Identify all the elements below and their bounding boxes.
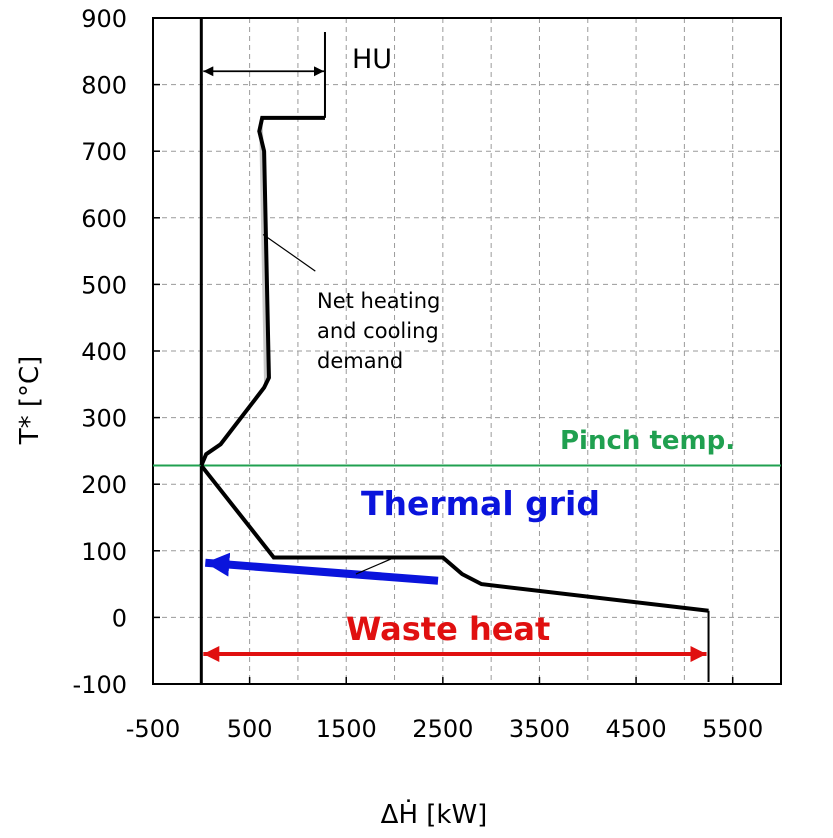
annotation-leaders [262,233,395,575]
thermal-grid-arrow [204,552,439,585]
grid [153,18,781,684]
curve-below-pinch [199,464,709,613]
y-tick-label: 600 [81,205,127,233]
x-axis-label: ΔḢ [kW] [381,798,488,830]
x-tick-label: 5500 [702,715,763,743]
x-tick-label: 1500 [316,715,377,743]
net-demand-note-line-1: Net heating [317,289,440,313]
thermal-grid-arrow-line [204,552,439,585]
y-axis-label: T* [°C] [15,356,45,446]
curves [199,115,710,683]
y-tick-label: 700 [81,138,127,166]
x-tick-labels: -500 500 1500 2500 3500 4500 5500 [126,677,763,743]
x-tick-label: -500 [126,715,180,743]
y-tick-label: 300 [81,405,127,433]
thermal-grid-label: Thermal grid [361,484,600,523]
net-demand-note: Net heating and cooling demand [317,289,447,373]
y-tick-labels: -100 0 100 200 300 400 500 600 700 800 900 [73,5,160,699]
x-tick-label: 4500 [606,715,667,743]
y-tick-label: 0 [112,604,127,632]
pinch-temp-label: Pinch temp. [560,426,735,456]
hu-arrow [203,32,326,118]
y-tick-label: 400 [81,338,127,366]
y-tick-label: 900 [81,5,127,33]
curve-above-pinch [199,115,325,467]
y-tick-label: 200 [81,471,127,499]
waste-heat-label: Waste heat [346,610,550,648]
hu-label: HU [352,44,392,75]
annotation-leader-line [355,556,395,575]
net-demand-note-line-2: and cooling [317,319,439,343]
net-demand-note-line-3: demand [317,349,403,373]
y-tick-label: 500 [81,271,127,299]
annotation-leader-line [262,233,316,272]
y-tick-label: 100 [81,538,127,566]
y-tick-label: 800 [81,72,127,100]
y-tick-label: -100 [73,671,127,699]
x-tick-label: 500 [227,715,273,743]
x-tick-label: 2500 [412,715,473,743]
x-tick-label: 3500 [509,715,570,743]
